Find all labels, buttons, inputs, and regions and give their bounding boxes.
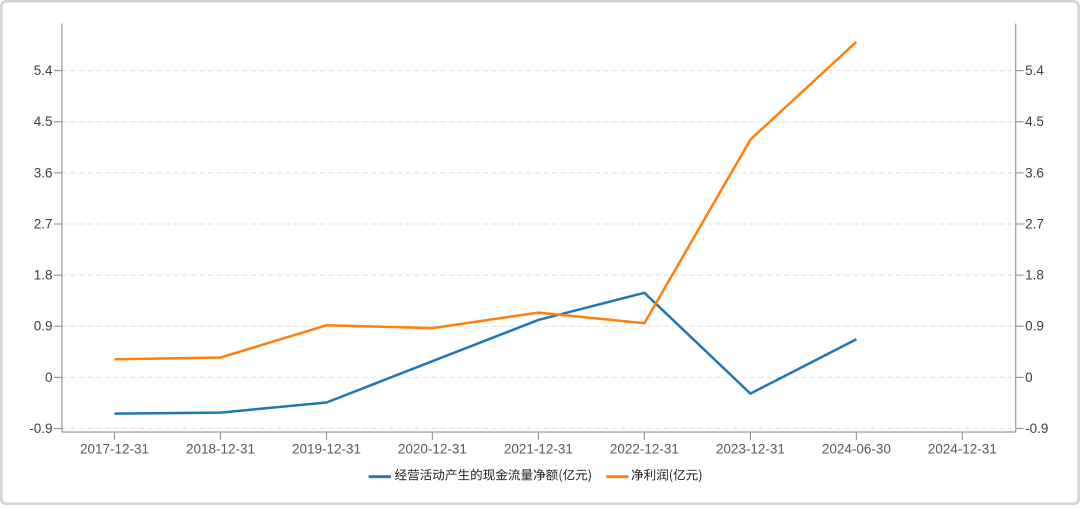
svg-text:2022-12-31: 2022-12-31 bbox=[610, 442, 679, 457]
svg-text:3.6: 3.6 bbox=[34, 165, 53, 180]
svg-text:1.8: 1.8 bbox=[34, 268, 53, 283]
svg-text:2023-12-31: 2023-12-31 bbox=[716, 442, 785, 457]
svg-text:-0.9: -0.9 bbox=[29, 421, 52, 436]
svg-text:4.5: 4.5 bbox=[1025, 114, 1044, 129]
svg-text:2020-12-31: 2020-12-31 bbox=[398, 442, 467, 457]
svg-text:0.9: 0.9 bbox=[1025, 319, 1044, 334]
svg-text:1.8: 1.8 bbox=[1025, 268, 1044, 283]
svg-text:2.7: 2.7 bbox=[1025, 217, 1044, 232]
svg-text:5.4: 5.4 bbox=[1025, 63, 1044, 78]
svg-text:2024-06-30: 2024-06-30 bbox=[822, 442, 891, 457]
svg-text:2.7: 2.7 bbox=[34, 217, 53, 232]
svg-text:2024-12-31: 2024-12-31 bbox=[928, 442, 997, 457]
svg-text:-0.9: -0.9 bbox=[1025, 421, 1048, 436]
svg-text:2021-12-31: 2021-12-31 bbox=[504, 442, 573, 457]
svg-text:4.5: 4.5 bbox=[34, 114, 53, 129]
svg-text:0: 0 bbox=[1025, 370, 1033, 385]
svg-text:2019-12-31: 2019-12-31 bbox=[292, 442, 361, 457]
svg-text:5.4: 5.4 bbox=[34, 63, 53, 78]
svg-text:0: 0 bbox=[45, 370, 53, 385]
svg-text:0.9: 0.9 bbox=[34, 319, 53, 334]
svg-text:2018-12-31: 2018-12-31 bbox=[186, 442, 255, 457]
svg-text:3.6: 3.6 bbox=[1025, 165, 1044, 180]
svg-text:2017-12-31: 2017-12-31 bbox=[80, 442, 149, 457]
